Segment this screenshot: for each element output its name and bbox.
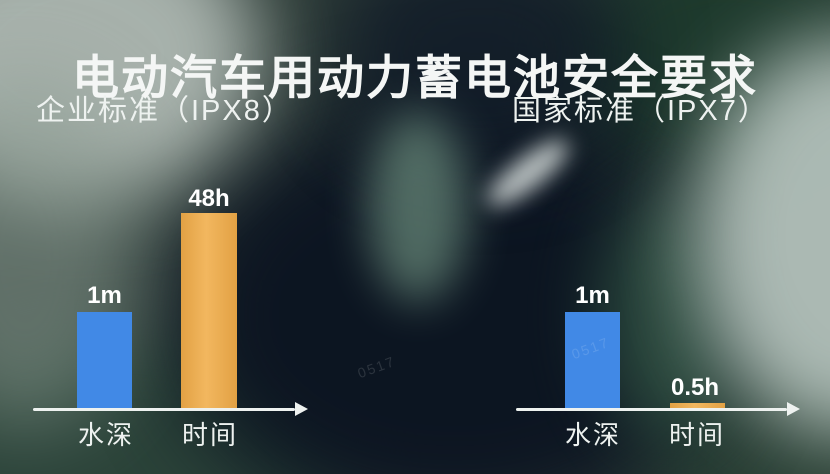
chart-enterprise-ipx8: 1m 48h 0517 水深 时间 [0,180,398,474]
chart-national-ipx7: 1m 0517 0.5h 水深 时间 [500,180,830,474]
value-label-time: 0.5h [670,374,720,401]
category-label-water-depth: 水深 [564,420,621,450]
page-title: 电动汽车用动力蓄电池安全要求 [72,51,758,105]
watermark-text: 0517 [569,333,612,363]
subtitle-national-standard: 国家标准（IPX7） [512,95,769,127]
x-axis-line [516,408,787,411]
x-axis-line [33,408,295,411]
bar-water-depth [77,312,132,409]
bar-time [670,403,725,409]
x-axis-arrow-icon [295,402,308,416]
category-label-time: 时间 [668,420,725,450]
value-label-water-depth: 1m [87,282,122,309]
bar-time: 0517 [181,213,398,409]
value-label-time: 48h [188,185,230,212]
subtitle-enterprise-standard: 企业标准（IPX8） [36,95,293,127]
bg-blob [368,112,468,302]
category-label-water-depth: 水深 [77,420,134,450]
value-label-water-depth: 1m [575,282,610,309]
category-label-time: 时间 [181,420,238,450]
bar-water-depth: 0517 [565,312,620,409]
x-axis-arrow-icon [787,402,800,416]
